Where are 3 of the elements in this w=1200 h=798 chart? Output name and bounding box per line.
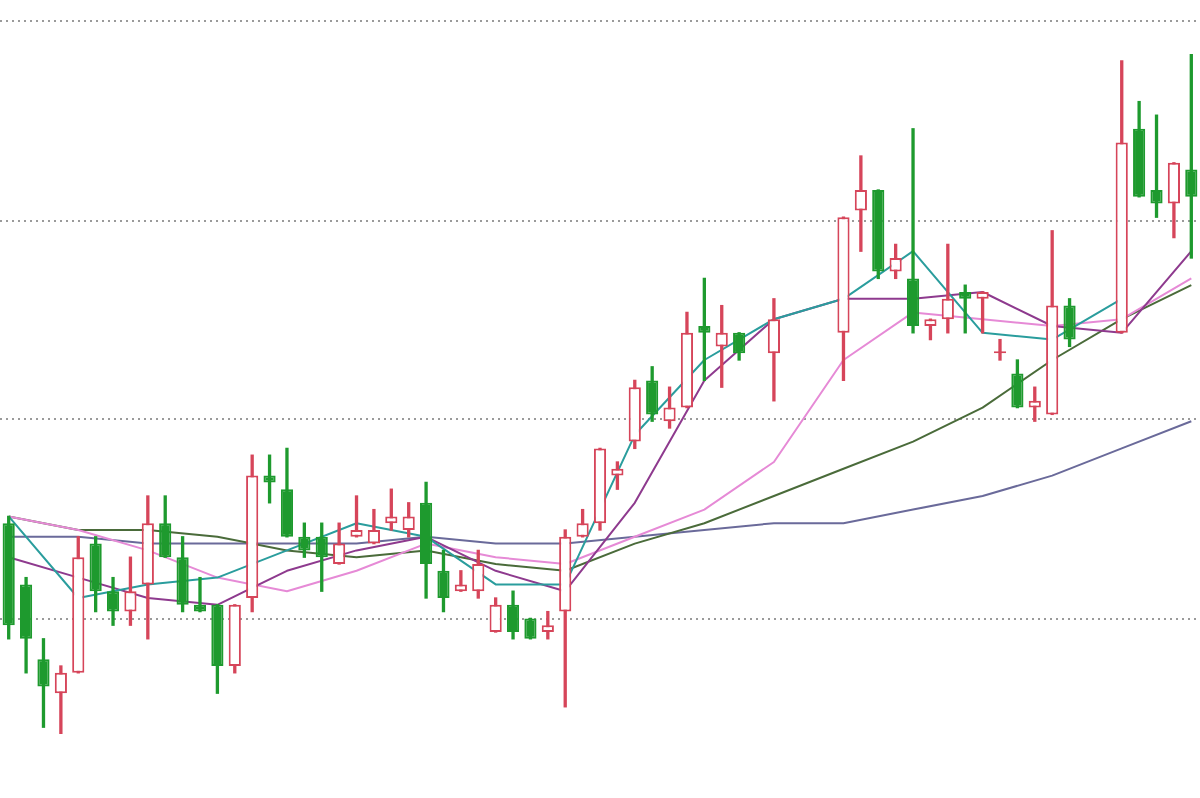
candlestick xyxy=(906,128,920,334)
candlestick xyxy=(193,576,207,613)
candlestick xyxy=(854,155,867,252)
